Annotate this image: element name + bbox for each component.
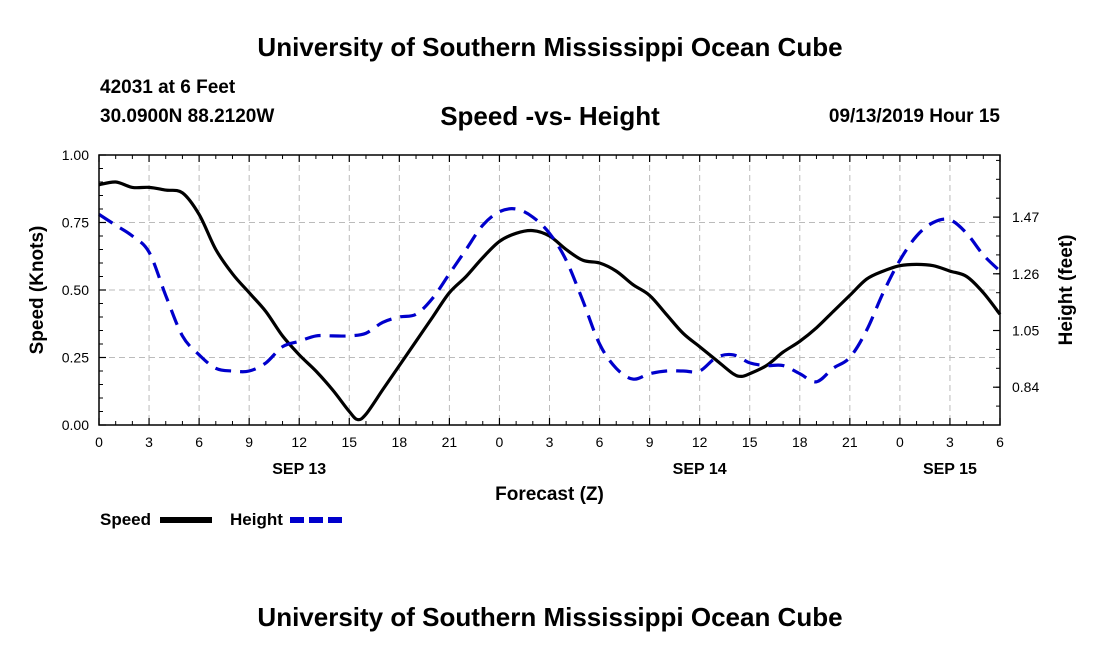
y2-tick-label: 0.84 <box>1012 379 1039 395</box>
y2-tick-label: 1.47 <box>1012 209 1039 225</box>
series-line-speed <box>98 180 1002 422</box>
x-tick-label: 15 <box>341 434 357 450</box>
x-tick-label: 18 <box>392 434 408 450</box>
axes: 0 3 6 9 12 15 18 21 0 3 6 9 12 15 18 21 0 3 6 SEP 13 SEP 14 S… <box>62 147 1040 478</box>
y2-tick-label: 1.26 <box>1012 266 1039 282</box>
legend-height-label: Height <box>230 510 283 529</box>
grid <box>99 155 1000 425</box>
x-tick-label: 0 <box>896 434 904 450</box>
x-tick-label: 18 <box>792 434 808 450</box>
x-tick-label: 0 <box>95 434 103 450</box>
x-tick-label: 3 <box>145 434 153 450</box>
legend: Speed Height <box>100 510 342 529</box>
page-title: University of Southern Mississippi Ocean… <box>257 32 843 62</box>
location-label: 30.0900N 88.2120W <box>100 106 275 127</box>
legend-speed-label: Speed <box>100 510 151 529</box>
y-axis-label: Speed (Knots) <box>27 226 48 355</box>
date-label: SEP 14 <box>673 461 727 478</box>
y-tick-label: 0.75 <box>62 215 89 231</box>
series-line-height <box>98 207 1002 384</box>
x-tick-label: 3 <box>546 434 554 450</box>
x-tick-label: 6 <box>195 434 203 450</box>
x-axis-label: Forecast (Z) <box>495 484 604 505</box>
footer-title: University of Southern Mississippi Ocean… <box>257 602 843 632</box>
y2-axis-label: Height (feet) <box>1056 235 1077 346</box>
chart-title: Speed -vs- Height <box>440 101 660 131</box>
x-tick-label: 21 <box>442 434 458 450</box>
station-label: 42031 at 6 Feet <box>100 77 236 98</box>
y2-tick-label: 1.05 <box>1012 323 1039 339</box>
series-layer <box>98 180 1002 422</box>
x-tick-label: 12 <box>692 434 708 450</box>
y-tick-label: 1.00 <box>62 147 89 163</box>
x-tick-label: 3 <box>946 434 954 450</box>
x-tick-label: 6 <box>996 434 1004 450</box>
date-label: 09/13/2019 Hour 15 <box>828 106 1000 127</box>
x-tick-label: 9 <box>245 434 253 450</box>
date-label: SEP 13 <box>272 461 326 478</box>
x-tick-label: 6 <box>596 434 604 450</box>
y-tick-label: 0.00 <box>62 417 89 433</box>
x-tick-label: 0 <box>496 434 504 450</box>
x-tick-label: 21 <box>842 434 858 450</box>
x-tick-label: 15 <box>742 434 758 450</box>
date-label: SEP 15 <box>923 461 977 478</box>
y-tick-label: 0.25 <box>62 350 89 366</box>
x-tick-label: 9 <box>646 434 654 450</box>
x-tick-label: 12 <box>291 434 307 450</box>
y-tick-label: 0.50 <box>62 282 89 298</box>
